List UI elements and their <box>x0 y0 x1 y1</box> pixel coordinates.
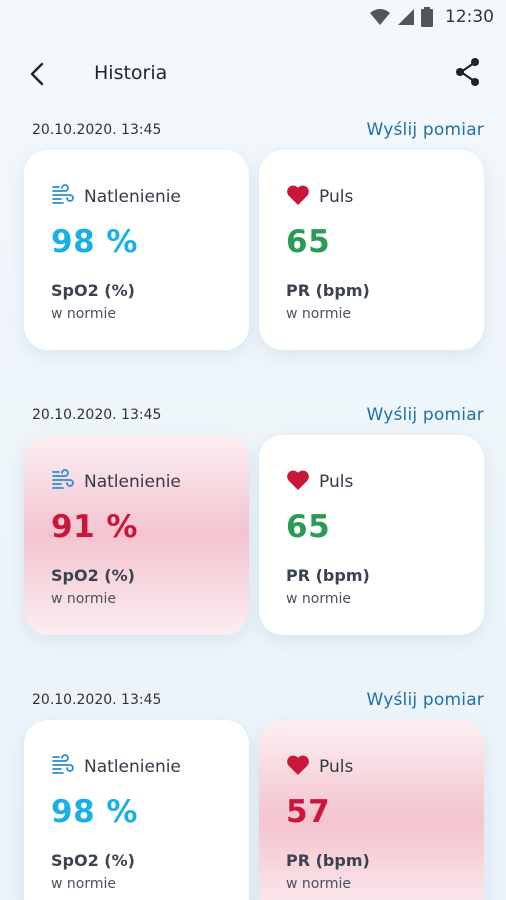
share-button[interactable] <box>452 56 484 88</box>
oxygen-status: w normie <box>51 306 116 322</box>
pulse-unit: PR (bpm) <box>286 281 370 300</box>
pulse-status: w normie <box>286 591 351 607</box>
pulse-label: Puls <box>319 472 354 492</box>
entry-header: 20.10.2020. 13:45 Wyślij pomiar <box>0 405 506 435</box>
page-title: Historia <box>94 62 168 84</box>
oxygen-status: w normie <box>51 591 116 607</box>
pulse-card-header: Puls <box>286 469 353 495</box>
back-button[interactable] <box>24 60 52 88</box>
pulse-card-header: Puls <box>286 754 353 780</box>
entry-date: 20.10.2020. 13:45 <box>32 692 162 708</box>
wifi-icon <box>369 8 391 26</box>
pulse-label: Puls <box>319 757 354 777</box>
heart-icon <box>286 184 310 210</box>
entry-header: 20.10.2020. 13:45 Wyślij pomiar <box>0 690 506 720</box>
pulse-card[interactable]: Puls 57 PR (bpm) w normie <box>259 720 484 900</box>
history-entry: 20.10.2020. 13:45 Wyślij pomiar Natlenie… <box>0 405 506 635</box>
pulse-status: w normie <box>286 306 351 322</box>
pulse-unit: PR (bpm) <box>286 851 370 870</box>
oxygen-unit: SpO2 (%) <box>51 851 135 870</box>
send-measurement-link[interactable]: Wyślij pomiar <box>366 120 484 140</box>
app-bar: Historia <box>0 48 506 100</box>
status-time: 12:30 <box>445 7 494 27</box>
battery-icon <box>421 7 433 27</box>
signal-icon <box>397 8 415 26</box>
entry-cards: Natlenienie 91 % SpO2 (%) w normie Puls … <box>24 435 484 635</box>
history-entry: 20.10.2020. 13:45 Wyślij pomiar Natlenie… <box>0 120 506 350</box>
wind-icon <box>51 469 75 495</box>
send-measurement-link[interactable]: Wyślij pomiar <box>366 690 484 710</box>
oxygen-label: Natlenienie <box>84 472 181 492</box>
oxygen-value: 91 % <box>51 509 138 545</box>
heart-icon <box>286 469 310 495</box>
oxygen-card[interactable]: Natlenienie 91 % SpO2 (%) w normie <box>24 435 249 635</box>
entry-cards: Natlenienie 98 % SpO2 (%) w normie Puls … <box>24 720 484 900</box>
heart-icon <box>286 754 310 780</box>
share-icon <box>456 58 479 86</box>
oxygen-unit: SpO2 (%) <box>51 566 135 585</box>
oxygen-card-header: Natlenienie <box>51 469 181 495</box>
pulse-status: w normie <box>286 876 351 892</box>
oxygen-unit: SpO2 (%) <box>51 281 135 300</box>
wind-icon <box>51 184 75 210</box>
pulse-value: 57 <box>286 794 331 830</box>
entry-cards: Natlenienie 98 % SpO2 (%) w normie Puls … <box>24 150 484 350</box>
pulse-value: 65 <box>286 224 331 260</box>
entry-header: 20.10.2020. 13:45 Wyślij pomiar <box>0 120 506 150</box>
oxygen-status: w normie <box>51 876 116 892</box>
oxygen-card[interactable]: Natlenienie 98 % SpO2 (%) w normie <box>24 720 249 900</box>
oxygen-label: Natlenienie <box>84 757 181 777</box>
oxygen-label: Natlenienie <box>84 187 181 207</box>
oxygen-card-header: Natlenienie <box>51 754 181 780</box>
pulse-card-header: Puls <box>286 184 353 210</box>
history-entry: 20.10.2020. 13:45 Wyślij pomiar Natlenie… <box>0 690 506 900</box>
pulse-label: Puls <box>319 187 354 207</box>
oxygen-card-header: Natlenienie <box>51 184 181 210</box>
entry-date: 20.10.2020. 13:45 <box>32 407 162 423</box>
oxygen-card[interactable]: Natlenienie 98 % SpO2 (%) w normie <box>24 150 249 350</box>
send-measurement-link[interactable]: Wyślij pomiar <box>366 405 484 425</box>
pulse-card[interactable]: Puls 65 PR (bpm) w normie <box>259 435 484 635</box>
status-bar: 12:30 <box>0 0 506 34</box>
entry-date: 20.10.2020. 13:45 <box>32 122 162 138</box>
arrow-left-icon <box>30 62 44 86</box>
oxygen-value: 98 % <box>51 224 138 260</box>
oxygen-value: 98 % <box>51 794 138 830</box>
pulse-unit: PR (bpm) <box>286 566 370 585</box>
pulse-card[interactable]: Puls 65 PR (bpm) w normie <box>259 150 484 350</box>
wind-icon <box>51 754 75 780</box>
pulse-value: 65 <box>286 509 331 545</box>
